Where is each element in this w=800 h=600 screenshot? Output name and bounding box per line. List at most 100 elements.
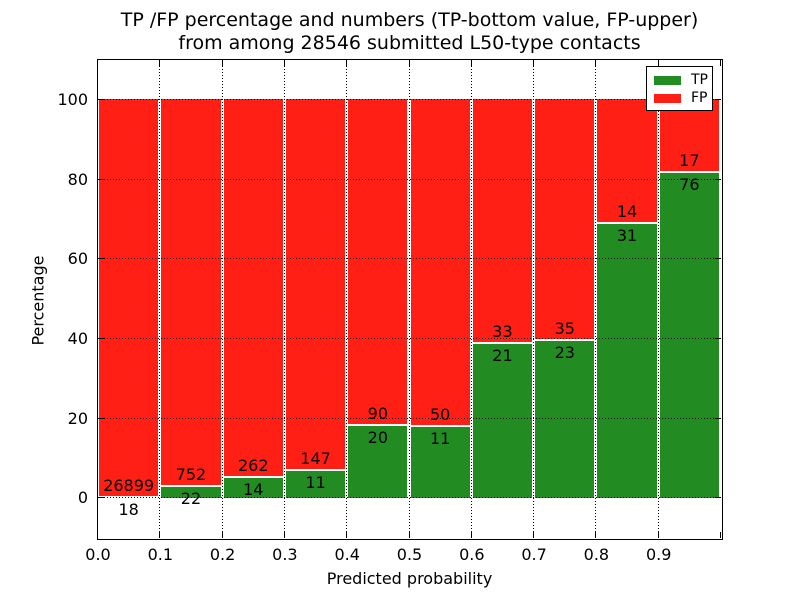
grid-line-x-0.2 — [221, 59, 223, 538]
fp-count-label-4: 90 — [367, 404, 389, 424]
x-tick-top-8 — [595, 59, 597, 66]
y-tick-left-0 — [97, 497, 104, 499]
bar-segment-fp-4 — [347, 99, 409, 426]
bar-segment-tp-2 — [222, 477, 284, 498]
legend-item-tp: TP — [647, 71, 712, 89]
fp-count-label-6: 33 — [492, 321, 513, 341]
fp-count-label-7: 35 — [554, 318, 575, 338]
bar-segment-fp-2 — [222, 99, 284, 478]
x-tick-bottom-10 — [720, 531, 721, 538]
y-tick-label-0: 0 — [77, 488, 88, 508]
y-tick-right-80 — [714, 178, 721, 180]
grid-line-x-0.3 — [283, 59, 285, 538]
x-tick-label-0.3: 0.3 — [272, 545, 298, 564]
legend-swatch-tp-icon — [654, 75, 681, 85]
legend-label-fp: FP — [691, 90, 708, 106]
bar-segment-tp-8 — [596, 223, 658, 498]
tp-count-label-8: 31 — [616, 226, 638, 246]
x-tick-bottom-3 — [283, 531, 285, 538]
grid-line-x-0.7 — [533, 59, 535, 538]
fp-count-label-8: 14 — [616, 202, 638, 222]
tp-count-label-6: 21 — [492, 345, 513, 365]
grid-line-x-0.5 — [408, 59, 410, 538]
x-tick-top-7 — [533, 59, 535, 66]
tp-count-label-5: 11 — [429, 428, 451, 448]
x-tick-bottom-8 — [595, 531, 597, 538]
y-tick-left-40 — [97, 337, 104, 339]
fp-count-label-1: 752 — [175, 465, 207, 485]
x-tick-top-6 — [470, 59, 472, 66]
fp-count-label-0: 26899 — [103, 476, 155, 496]
y-tick-right-60 — [714, 258, 721, 260]
grid-line-x-0.4 — [346, 59, 348, 538]
x-tick-bottom-7 — [533, 531, 535, 538]
fp-count-label-9: 17 — [679, 151, 700, 171]
chart-title: TP /FP percentage and numbers (TP-bottom… — [98, 9, 721, 55]
x-tick-label-0.8: 0.8 — [583, 545, 610, 564]
y-axis-label: Percentage — [28, 255, 48, 346]
x-tick-bottom-5 — [408, 531, 410, 538]
grid-line-y-60 — [97, 258, 721, 260]
y-tick-left-20 — [97, 417, 104, 419]
bar-segment-fp-6 — [471, 99, 534, 343]
y-tick-label-80: 80 — [67, 169, 88, 189]
y-tick-left-60 — [97, 258, 104, 260]
bar-segment-tp-7 — [534, 339, 596, 498]
bar-segment-tp-5 — [409, 425, 471, 498]
bar-segment-tp-4 — [347, 425, 409, 498]
x-tick-bottom-0 — [97, 531, 98, 538]
bar-segment-tp-6 — [471, 342, 534, 498]
tp-count-label-4: 20 — [367, 428, 389, 448]
x-tick-label-0.4: 0.4 — [334, 545, 360, 564]
x-tick-top-2 — [221, 59, 223, 66]
tp-count-label-1: 22 — [180, 489, 202, 509]
fp-count-label-3: 147 — [300, 448, 331, 468]
chart-title-line1: TP /FP percentage and numbers (TP-bottom… — [120, 9, 699, 31]
y-tick-left-100 — [97, 98, 104, 100]
tp-count-label-9: 76 — [679, 175, 700, 195]
grid-line-x-0.1 — [159, 59, 161, 538]
x-tick-label-0.2: 0.2 — [209, 545, 236, 564]
x-tick-label-0.6: 0.6 — [459, 545, 485, 564]
grid-line-y-0 — [97, 497, 721, 499]
x-tick-bottom-2 — [221, 531, 223, 538]
grid-line-x-0.8 — [595, 59, 597, 538]
plot-area: 26899 18 752 22 262 14 147 11 90 20 50 11 33 21 35 23 14… — [96, 58, 723, 540]
bar-segment-tp-1 — [160, 486, 222, 498]
bar-segment-fp-8 — [596, 99, 658, 224]
y-tick-left-80 — [97, 178, 104, 180]
grid-line-y-20 — [97, 417, 721, 419]
fp-count-label-2: 262 — [237, 456, 269, 476]
x-tick-bottom-1 — [159, 531, 161, 538]
x-tick-bottom-6 — [470, 531, 472, 538]
bar-segment-fp-7 — [534, 99, 596, 340]
tp-count-label-2: 14 — [243, 480, 264, 500]
x-tick-label-0.9: 0.9 — [645, 545, 672, 564]
x-tick-bottom-9 — [657, 531, 659, 538]
x-tick-top-5 — [408, 59, 410, 66]
bar-segment-fp-5 — [409, 99, 471, 426]
bar-segment-fp-9 — [658, 99, 720, 173]
x-tick-top-0 — [97, 59, 98, 66]
fp-count-label-5: 50 — [429, 404, 451, 424]
x-axis-label: Predicted probability — [326, 569, 493, 588]
bar-segment-fp-0 — [98, 99, 160, 498]
y-tick-label-20: 20 — [67, 408, 88, 428]
grid-line-y-100 — [97, 98, 721, 100]
y-tick-right-40 — [714, 337, 721, 339]
y-tick-label-60: 60 — [67, 249, 88, 269]
legend-item-fp: FP — [647, 89, 712, 107]
y-tick-right-0 — [714, 497, 721, 499]
x-tick-top-3 — [283, 59, 285, 66]
grid-line-y-40 — [97, 337, 721, 339]
tp-count-label-3: 11 — [305, 472, 326, 492]
x-tick-top-4 — [346, 59, 348, 66]
tp-count-label-7: 23 — [554, 342, 575, 362]
x-tick-label-0.5: 0.5 — [396, 545, 423, 564]
x-tick-label-0.1: 0.1 — [147, 545, 174, 564]
bar-segment-fp-1 — [160, 99, 222, 487]
x-tick-label-0.0: 0.0 — [85, 545, 111, 564]
bar-segment-tp-3 — [284, 469, 347, 498]
tp-count-label-0: 18 — [118, 500, 139, 520]
